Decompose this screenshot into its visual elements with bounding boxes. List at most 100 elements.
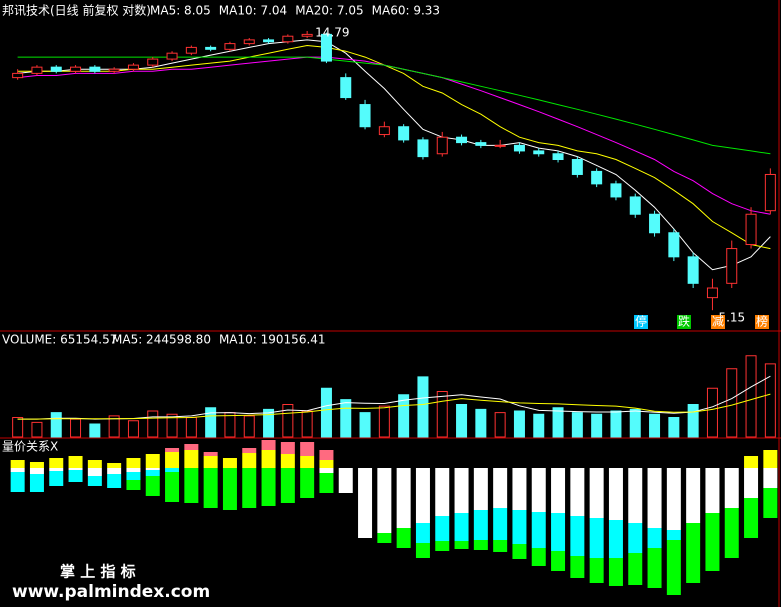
indicator-segment <box>261 440 276 450</box>
ma-line <box>17 39 771 271</box>
indicator-segment <box>396 528 411 548</box>
indicator-segment <box>319 473 334 493</box>
indicator-segment <box>628 523 643 553</box>
indicator-segment <box>300 456 315 468</box>
indicator-segment <box>165 452 180 468</box>
indicator-segment <box>531 548 546 566</box>
indicator-segment <box>493 468 508 508</box>
max-label: 14.79 <box>315 25 349 39</box>
volume-bar <box>571 412 583 438</box>
volume-bar <box>726 368 738 438</box>
volume-bar <box>649 413 661 438</box>
volume-bar <box>185 417 197 438</box>
badge-bg <box>634 315 648 329</box>
volume-ma-line <box>17 375 771 420</box>
watermark-url: www.palmindex.com <box>12 582 210 602</box>
indicator-segment <box>222 458 237 468</box>
legend-entry: MA20: 7.05 <box>295 4 363 18</box>
indicator-segment <box>396 468 411 528</box>
badge: 榜 <box>756 314 768 329</box>
badge-bg <box>677 315 691 329</box>
indicator-segment <box>744 498 759 538</box>
indicator-segment <box>724 508 739 558</box>
indicator-segment <box>126 458 141 468</box>
chart-title: 邦讯技术(日线 前复权 对数) <box>2 3 151 18</box>
indicator-segment <box>686 468 701 523</box>
volume-bar <box>12 417 24 438</box>
badge: 停 <box>635 314 647 329</box>
indicator-segment <box>493 508 508 540</box>
indicator-segment <box>68 456 83 468</box>
indicator-segment <box>435 541 450 551</box>
volume-bar <box>340 399 352 438</box>
indicator-segment <box>107 463 122 468</box>
indicator-segment <box>666 530 681 540</box>
legend-entry: MA5: 8.05 <box>150 4 211 18</box>
volume-bar <box>166 413 178 438</box>
candle-body <box>417 139 429 158</box>
candle-body <box>513 144 525 152</box>
candle-body <box>552 153 564 161</box>
indicator-segment <box>608 558 623 586</box>
indicator-segment <box>570 516 585 556</box>
candle-body <box>764 173 776 212</box>
candle-body <box>185 46 197 54</box>
indicator-segment <box>165 468 180 472</box>
indicator-segment <box>358 468 373 538</box>
candle-body <box>610 183 622 198</box>
volume-bar <box>89 423 101 438</box>
indicator-segment <box>666 468 681 530</box>
volume-bar <box>706 387 718 438</box>
indicator-segment <box>261 468 276 506</box>
indicator-segment <box>319 468 334 473</box>
candle-body <box>649 213 661 234</box>
indicator-segment <box>338 468 353 493</box>
indicator-segment <box>589 518 604 558</box>
indicator-segment <box>647 548 662 588</box>
indicator-segment <box>512 510 527 544</box>
indicator-segment <box>145 470 160 476</box>
candle-body <box>668 232 680 258</box>
volume-ma-line <box>17 393 771 420</box>
candle-body <box>301 33 313 37</box>
indicator-segment <box>145 476 160 496</box>
legend-entry: MA60: 9.33 <box>372 4 440 18</box>
candle-body <box>50 66 62 72</box>
indicator-segment <box>473 510 488 540</box>
indicator-segment <box>49 471 64 486</box>
volume-bar <box>147 410 159 438</box>
badge-bg <box>755 315 769 329</box>
volume-bar <box>533 413 545 438</box>
indicator-segment <box>126 468 141 472</box>
volume-bar <box>320 387 332 438</box>
indicator-segment <box>29 462 44 468</box>
indicator-segment <box>454 541 469 549</box>
indicator-segment <box>203 452 218 456</box>
indicator-segment <box>10 468 25 472</box>
indicator-segment <box>512 544 527 559</box>
indicator-segment <box>531 468 546 512</box>
indicator-segment <box>126 480 141 490</box>
candle-body <box>533 150 545 155</box>
candle-body <box>205 46 217 50</box>
ma-line <box>17 44 771 250</box>
volume-bar <box>513 410 525 438</box>
indicator-segment <box>686 523 701 583</box>
indicator-segment <box>10 460 25 468</box>
candle-body <box>31 66 43 74</box>
indicator-segment <box>763 488 778 518</box>
indicator-segment <box>763 468 778 488</box>
volume-bar <box>456 404 468 438</box>
indicator-segment <box>68 468 83 470</box>
candle-body <box>89 66 101 72</box>
indicator-segment <box>242 468 257 508</box>
volume-bar <box>70 418 82 438</box>
candle-body <box>398 126 410 141</box>
volume-bar <box>243 415 255 438</box>
candle-body <box>378 126 390 136</box>
indicator-segment <box>300 468 315 498</box>
candle-body <box>456 136 468 144</box>
indicator-segment <box>87 460 102 468</box>
ma-line <box>17 56 771 155</box>
